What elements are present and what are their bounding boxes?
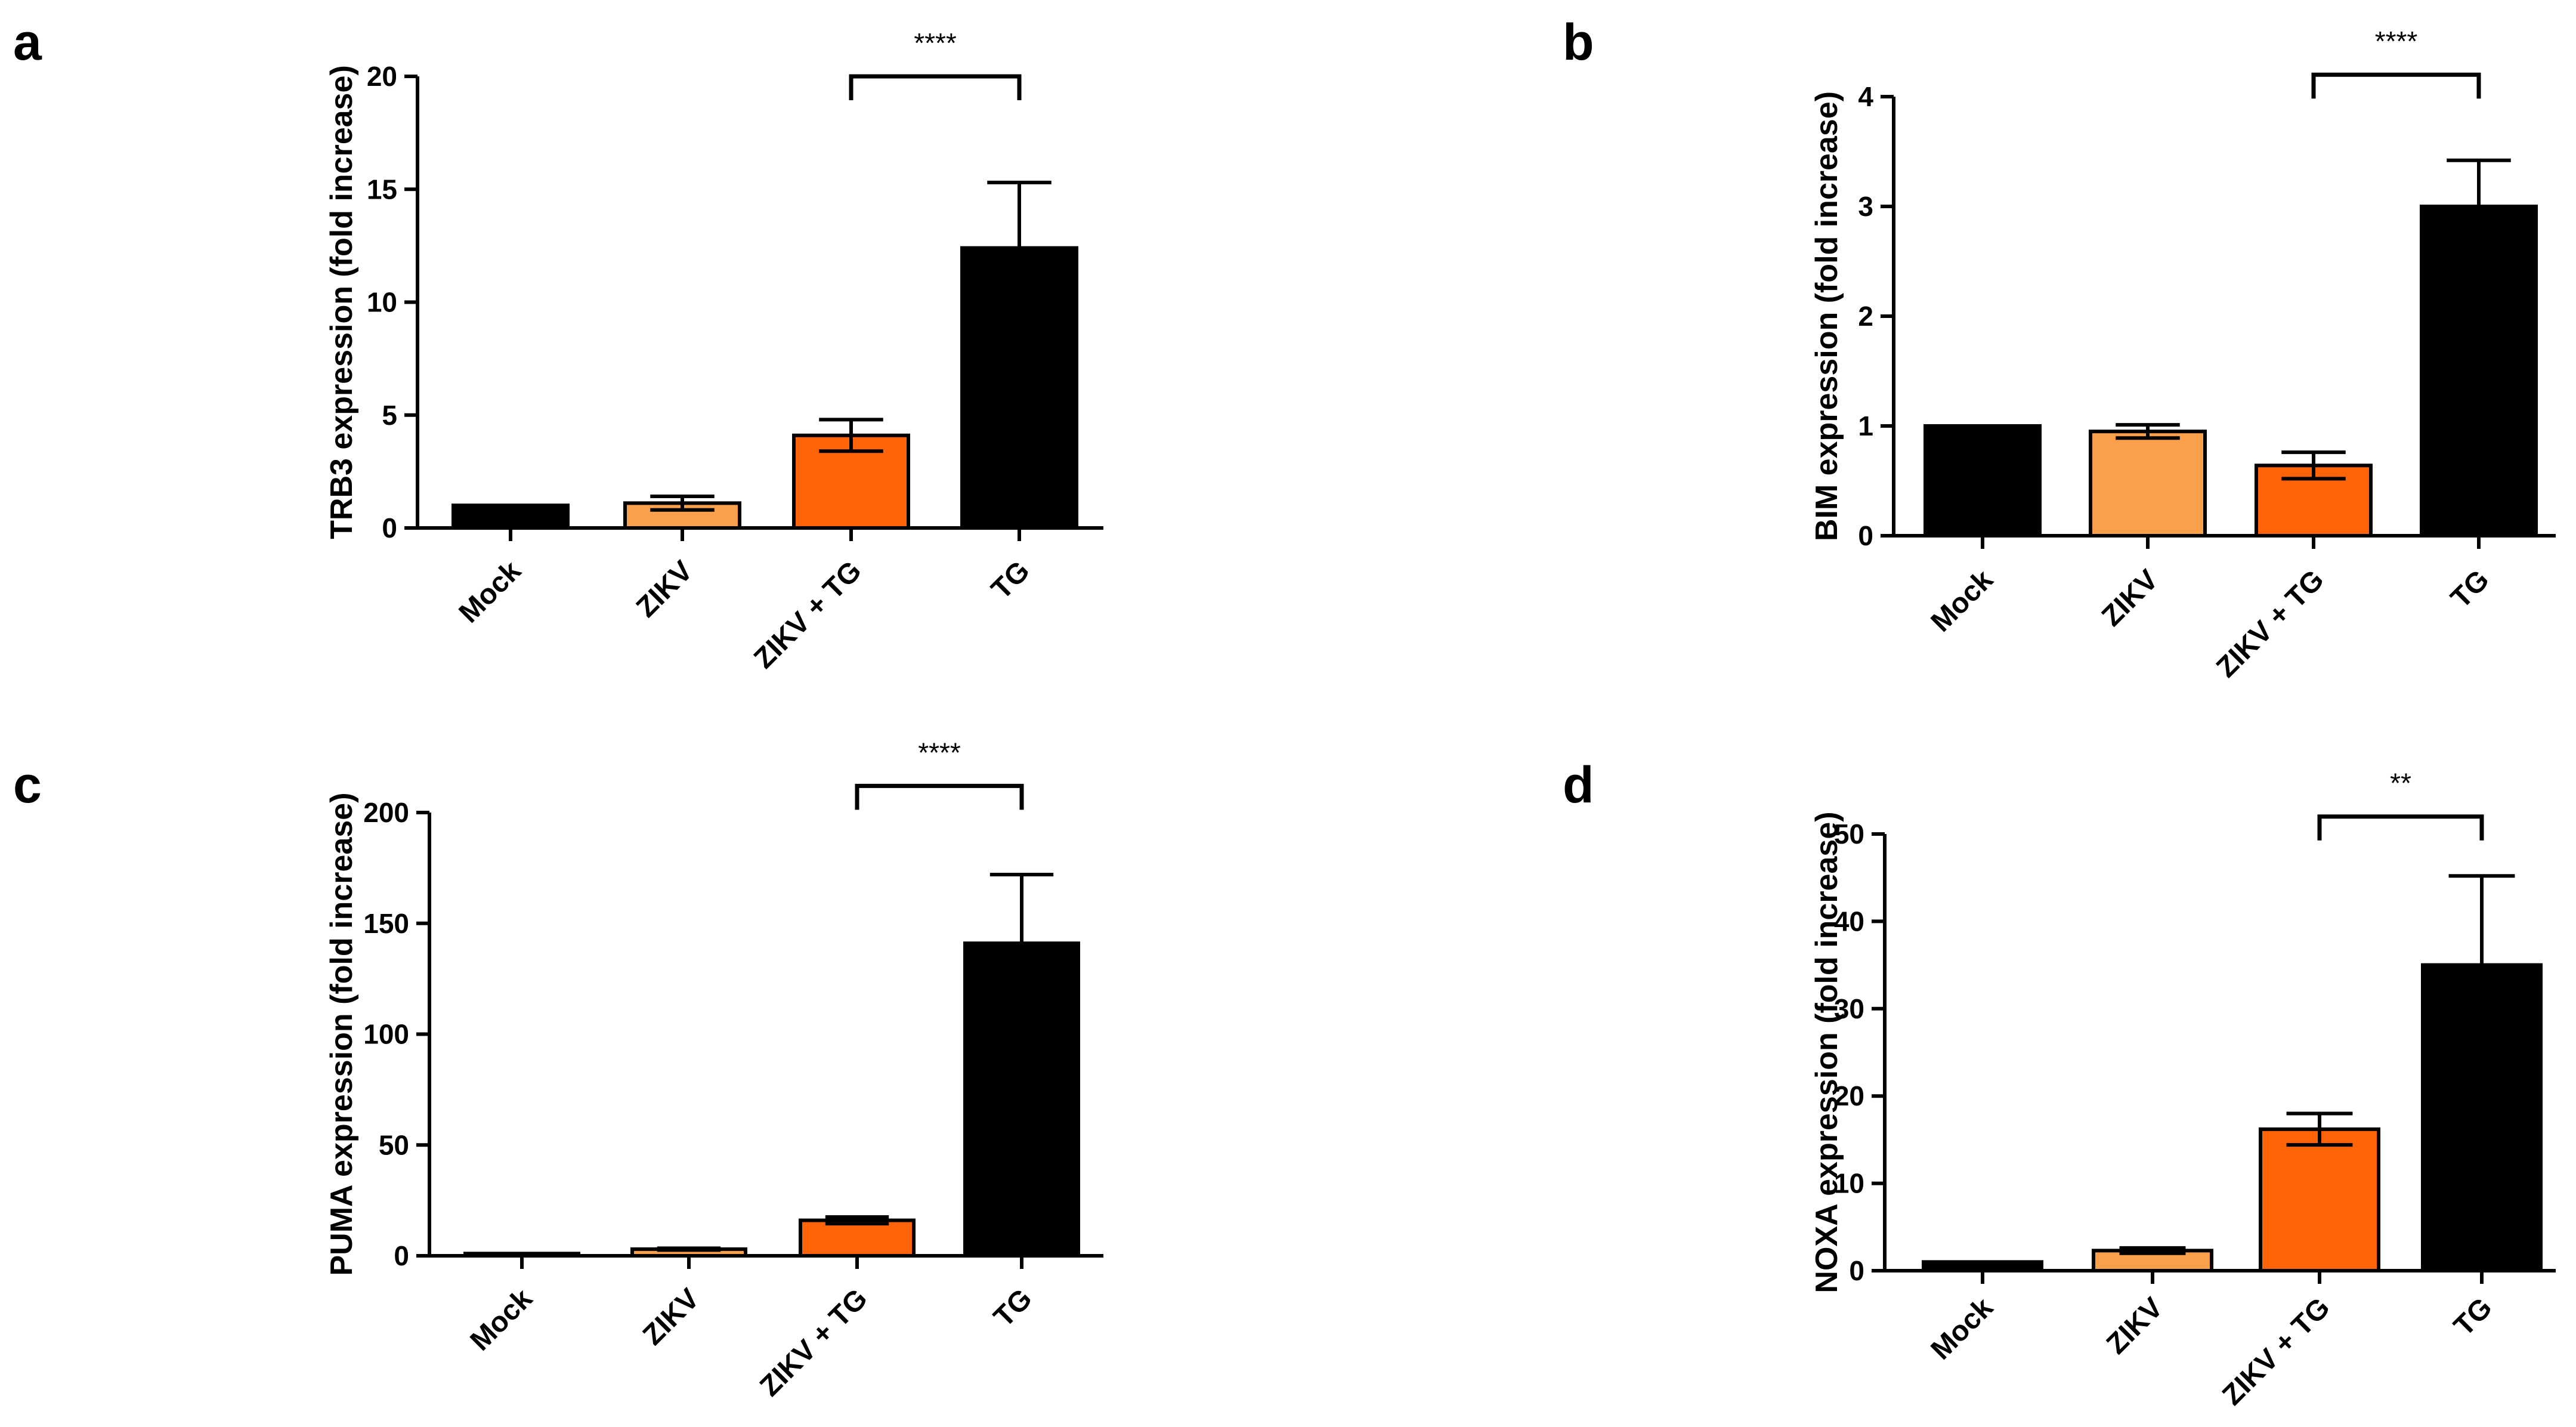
significance-label: **** xyxy=(918,737,961,768)
bar-zikv-tg xyxy=(799,1218,916,1258)
bar-mock xyxy=(1924,424,2042,538)
significance-label: ** xyxy=(2390,768,2411,799)
y-tick-label: 50 xyxy=(1834,818,1864,850)
bar-zikv xyxy=(2089,430,2207,538)
y-tick-label: 1 xyxy=(1858,410,1873,441)
y-tick-label: 0 xyxy=(382,512,397,543)
y-tick-label: 2 xyxy=(1858,301,1873,332)
panel-letter: b xyxy=(1563,14,1594,71)
y-tick-label: 20 xyxy=(367,61,397,92)
y-tick-label: 10 xyxy=(1834,1168,1864,1199)
bar-zikv-tg xyxy=(2259,1127,2380,1273)
y-tick-label: 5 xyxy=(382,400,397,431)
y-tick-label: 4 xyxy=(1858,81,1873,112)
y-tick-label: 200 xyxy=(363,797,409,828)
y-axis-label: TRB3 expression (fold increase) xyxy=(324,65,359,539)
significance-label: **** xyxy=(2375,26,2418,57)
bar-mock xyxy=(452,504,570,530)
y-tick-label: 100 xyxy=(363,1019,409,1050)
y-tick-label: 0 xyxy=(1849,1255,1864,1286)
y-tick-label: 3 xyxy=(1858,191,1873,222)
y-tick-label: 20 xyxy=(1834,1080,1864,1111)
panel-letter: a xyxy=(13,14,42,71)
panel-letter: c xyxy=(13,756,42,814)
significance-bracket xyxy=(2311,72,2481,99)
bar-tg xyxy=(2420,205,2538,538)
bar-mock xyxy=(463,1252,580,1258)
y-tick-label: 40 xyxy=(1834,906,1864,937)
y-tick-label: 0 xyxy=(394,1240,409,1271)
significance-bracket xyxy=(849,74,1022,100)
y-tick-label: 15 xyxy=(367,174,397,205)
y-tick-label: 0 xyxy=(1858,520,1873,551)
y-tick-label: 150 xyxy=(363,908,409,939)
bar-mock xyxy=(1922,1260,2043,1273)
y-axis-label: PUMA expression (fold increase) xyxy=(324,792,359,1275)
y-tick-label: 50 xyxy=(379,1129,409,1160)
y-tick-label: 30 xyxy=(1834,993,1864,1024)
significance-bracket xyxy=(855,783,1024,810)
y-axis-label: BIM expression (fold increase) xyxy=(1810,91,1844,541)
panel-letter: d xyxy=(1563,756,1594,814)
y-axis-label: NOXA expression (fold increase) xyxy=(1810,811,1844,1293)
significance-label: **** xyxy=(914,27,957,58)
chart-panel-a: a 0 5 10 15 20 TRB3 expression (fold increase)… xyxy=(13,14,1103,675)
significance-bracket xyxy=(2317,814,2484,841)
y-tick-label: 10 xyxy=(367,287,397,318)
